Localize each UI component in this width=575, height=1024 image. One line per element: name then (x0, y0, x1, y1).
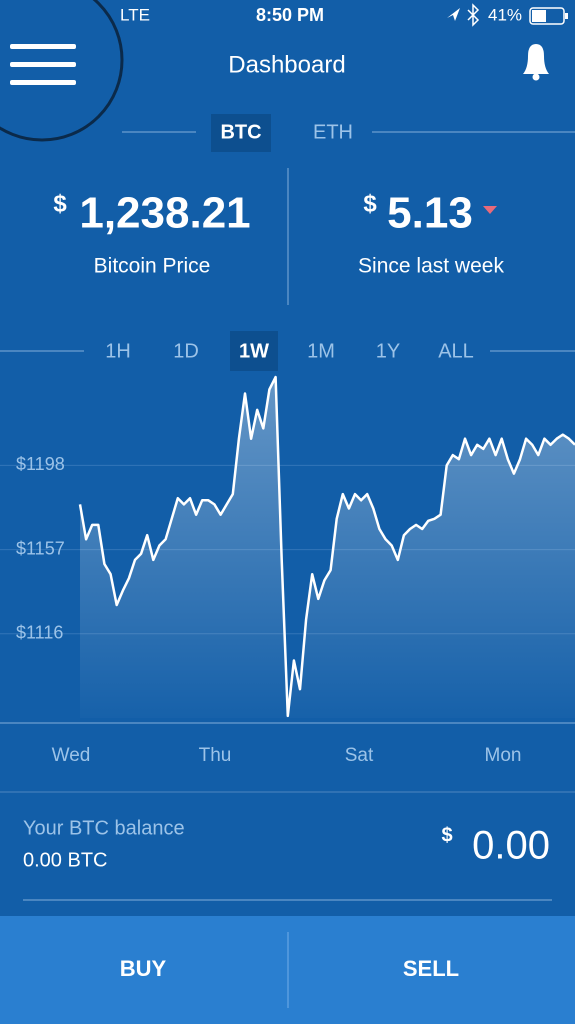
price-label: Bitcoin Price (94, 255, 211, 278)
buy-button[interactable]: BUY (120, 956, 167, 981)
range-tab[interactable]: 1H (105, 340, 131, 362)
tab-label: 1W (239, 340, 269, 362)
header-title: Dashboard (228, 51, 345, 78)
tab-label: BTC (220, 121, 261, 143)
currency-tab[interactable]: BTC (211, 114, 271, 152)
tab-highlight (230, 331, 278, 371)
menu-bar (10, 80, 76, 85)
menu-button[interactable] (10, 44, 76, 85)
battery-tip (565, 13, 568, 19)
currency-symbol: $ (441, 824, 452, 846)
y-tick-label: $1157 (16, 538, 65, 558)
currency-symbol: $ (53, 190, 67, 217)
menu-highlight (0, 0, 124, 142)
x-tick-label: Wed (52, 745, 91, 766)
button-label: BUY (120, 956, 167, 981)
bell-clapper (532, 73, 540, 81)
range-tab[interactable]: 1D (173, 340, 199, 362)
x-tick-label: Thu (199, 745, 232, 766)
x-tick-label: Mon (485, 745, 522, 766)
price-change: 5.13 (387, 189, 473, 238)
price-area (80, 377, 575, 718)
carrier: LTE (120, 5, 150, 24)
location-icon (447, 8, 460, 21)
tab-highlight (211, 114, 271, 152)
tab-label: 1M (307, 340, 335, 362)
bell-icon (523, 44, 549, 74)
menu-bar (10, 62, 76, 67)
battery-icon (529, 7, 565, 25)
price-line (78, 375, 575, 718)
battery-percent: 41% (488, 5, 522, 24)
tab-label: ETH (313, 121, 353, 143)
range-tab[interactable]: ALL (438, 340, 474, 362)
x-tick-label: Sat (345, 745, 374, 766)
y-tick-label: $1116 (16, 623, 63, 643)
sell-button[interactable]: SELL (403, 956, 459, 981)
tab-label: ALL (438, 340, 474, 362)
tab-label: 1D (173, 340, 199, 362)
range-tabs: 1H 1D 1W 1M 1Y ALL (0, 331, 575, 371)
menu-bar (10, 44, 76, 49)
tab-label: 1Y (376, 340, 400, 362)
bluetooth-icon (467, 3, 480, 27)
currency-symbol: $ (363, 190, 377, 217)
balance-value: 0.00 (472, 824, 550, 868)
range-tab[interactable]: 1Y (376, 340, 400, 362)
tab-label: 1H (105, 340, 131, 362)
balance-amount: 0.00 BTC (23, 849, 107, 871)
range-tab[interactable]: 1W (230, 331, 278, 371)
currency-tabs: BTC ETH (122, 114, 575, 152)
change-arrow (483, 206, 497, 214)
battery-level (532, 10, 546, 22)
button-label: SELL (403, 956, 459, 981)
bitcoin-price: 1,238.21 (79, 189, 250, 238)
price-chart: $1116 $1157 $1198 Wed Thu Sat Mon (0, 375, 575, 766)
range-tab[interactable]: 1M (307, 340, 335, 362)
balance-label: Your BTC balance (23, 817, 185, 839)
currency-tab[interactable]: ETH (313, 121, 353, 143)
notifications-button[interactable] (523, 44, 549, 81)
change-label: Since last week (358, 255, 504, 278)
y-tick-label: $1198 (16, 454, 65, 474)
clock: 8:50 PM (256, 5, 324, 25)
